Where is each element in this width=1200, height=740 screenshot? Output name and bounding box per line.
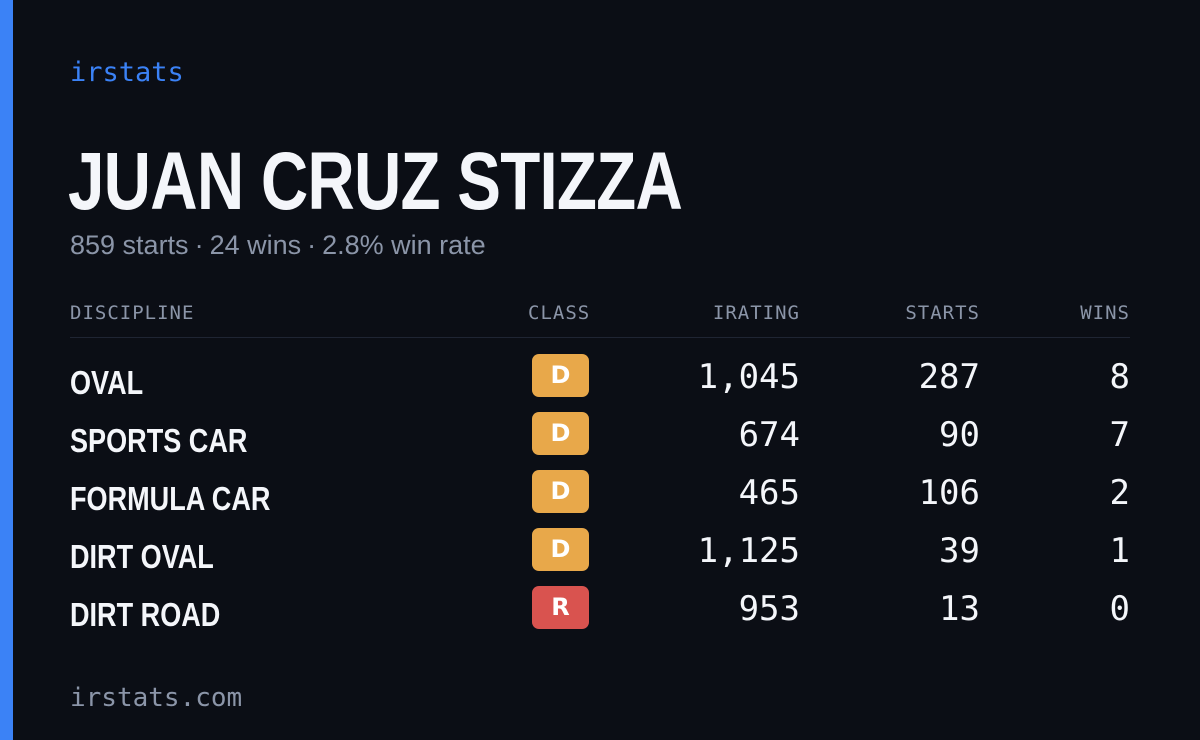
irating-value: 1,125: [697, 531, 800, 571]
starts-summary: 859 starts: [70, 230, 189, 260]
column-header-class: CLASS: [528, 302, 591, 324]
wins-summary: 24 wins: [209, 230, 302, 260]
irating-value: 1,045: [697, 357, 800, 397]
starts-value: 39: [939, 531, 980, 571]
license-class-badge: D: [532, 412, 589, 455]
discipline-name: DIRT ROAD: [70, 596, 221, 633]
table-row: SPORTS CAR D 674 90 7: [0, 412, 1200, 470]
discipline-name: DIRT OVAL: [70, 538, 214, 575]
discipline-name: SPORTS CAR: [70, 422, 248, 459]
column-header-irating: IRATING: [712, 302, 800, 324]
irating-value: 465: [738, 473, 800, 513]
wins-value: 2: [1109, 473, 1130, 513]
license-class-badge: D: [532, 354, 589, 397]
table-row: OVAL D 1,045 287 8: [0, 354, 1200, 412]
irating-value: 953: [738, 589, 800, 629]
table-row: DIRT OVAL D 1,125 39 1: [0, 528, 1200, 586]
starts-value: 287: [918, 357, 980, 397]
irating-value: 674: [738, 415, 800, 455]
brand-logo[interactable]: irstats: [70, 57, 184, 88]
table-row: DIRT ROAD R 953 13 0: [0, 586, 1200, 644]
win-rate-summary: 2.8% win rate: [322, 230, 486, 260]
summary-separator: ·: [307, 230, 317, 260]
wins-value: 1: [1109, 531, 1130, 571]
discipline-name: OVAL: [70, 364, 144, 401]
discipline-name: FORMULA CAR: [70, 480, 271, 517]
license-class-badge: R: [532, 586, 589, 629]
wins-value: 0: [1109, 589, 1130, 629]
column-header-wins: WINS: [1080, 302, 1130, 324]
footer-url[interactable]: irstats.com: [70, 683, 243, 713]
header-divider: [70, 337, 1130, 338]
wins-value: 7: [1109, 415, 1130, 455]
player-name: JUAN CRUZ STIZZA: [68, 136, 683, 227]
license-class-badge: D: [532, 470, 589, 513]
column-header-starts: STARTS: [905, 302, 980, 324]
starts-value: 13: [939, 589, 980, 629]
license-class-badge: D: [532, 528, 589, 571]
table-row: FORMULA CAR D 465 106 2: [0, 470, 1200, 528]
starts-value: 106: [918, 473, 980, 513]
starts-value: 90: [939, 415, 980, 455]
wins-value: 8: [1109, 357, 1130, 397]
summary-separator: ·: [194, 230, 204, 260]
column-header-discipline: DISCIPLINE: [70, 302, 195, 324]
accent-bar: [0, 0, 13, 740]
player-summary: 859 starts · 24 wins · 2.8% win rate: [70, 228, 486, 262]
